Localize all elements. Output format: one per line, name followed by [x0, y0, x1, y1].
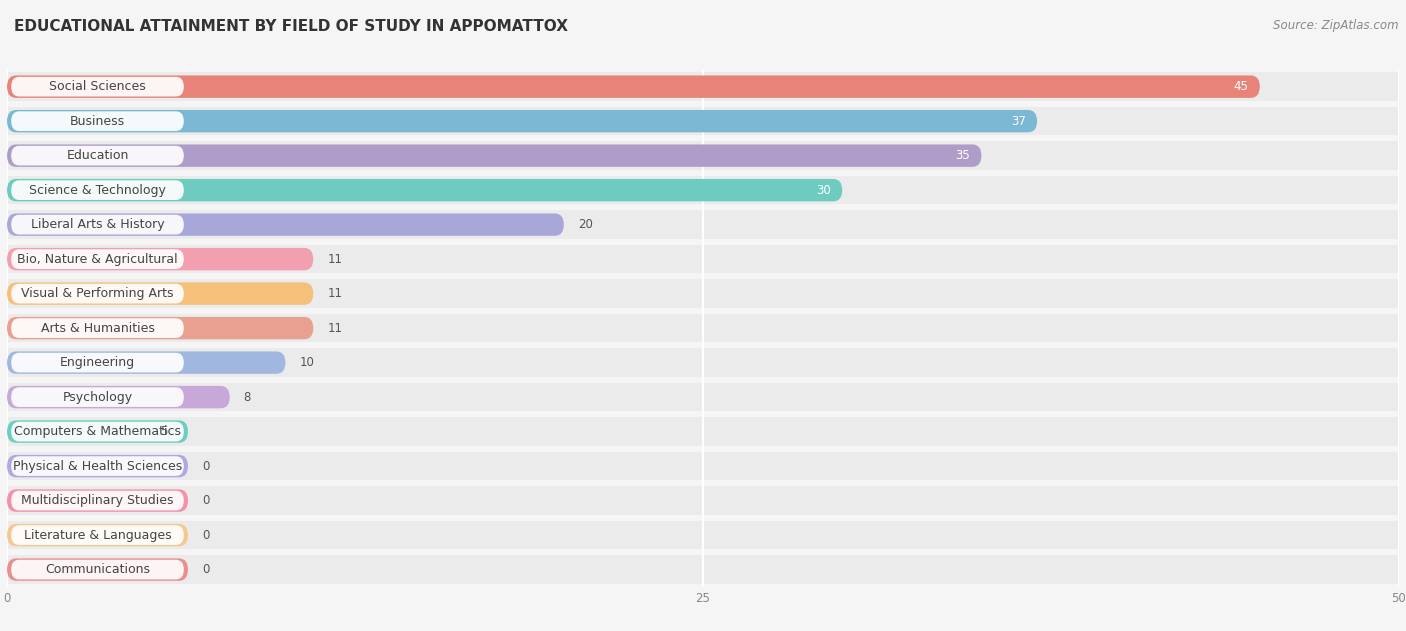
Text: Source: ZipAtlas.com: Source: ZipAtlas.com — [1274, 19, 1399, 32]
Text: Business: Business — [70, 115, 125, 127]
Text: 10: 10 — [299, 356, 314, 369]
FancyBboxPatch shape — [11, 249, 184, 269]
Text: Arts & Humanities: Arts & Humanities — [41, 322, 155, 334]
FancyBboxPatch shape — [11, 422, 184, 442]
Text: 20: 20 — [578, 218, 592, 231]
Text: Communications: Communications — [45, 563, 150, 576]
FancyBboxPatch shape — [7, 351, 285, 374]
FancyBboxPatch shape — [11, 111, 184, 131]
Bar — [7, 176, 1399, 204]
Bar — [7, 383, 1399, 411]
Bar — [7, 210, 1399, 239]
FancyBboxPatch shape — [7, 455, 188, 477]
FancyBboxPatch shape — [7, 386, 229, 408]
FancyBboxPatch shape — [7, 110, 1038, 133]
Text: Visual & Performing Arts: Visual & Performing Arts — [21, 287, 174, 300]
FancyBboxPatch shape — [11, 560, 184, 579]
Text: 0: 0 — [202, 529, 209, 541]
FancyBboxPatch shape — [7, 490, 188, 512]
FancyBboxPatch shape — [7, 179, 842, 201]
Text: Education: Education — [66, 149, 129, 162]
Text: Social Sciences: Social Sciences — [49, 80, 146, 93]
Text: 0: 0 — [202, 563, 209, 576]
FancyBboxPatch shape — [7, 420, 188, 443]
Text: 8: 8 — [243, 391, 252, 404]
Text: Bio, Nature & Agricultural: Bio, Nature & Agricultural — [17, 252, 177, 266]
Bar — [7, 487, 1399, 515]
FancyBboxPatch shape — [7, 283, 314, 305]
FancyBboxPatch shape — [7, 248, 314, 270]
FancyBboxPatch shape — [7, 76, 1260, 98]
FancyBboxPatch shape — [7, 144, 981, 167]
FancyBboxPatch shape — [11, 353, 184, 372]
Text: EDUCATIONAL ATTAINMENT BY FIELD OF STUDY IN APPOMATTOX: EDUCATIONAL ATTAINMENT BY FIELD OF STUDY… — [14, 19, 568, 34]
Bar — [7, 348, 1399, 377]
Bar — [7, 314, 1399, 343]
Text: 11: 11 — [328, 287, 342, 300]
Text: Engineering: Engineering — [60, 356, 135, 369]
FancyBboxPatch shape — [7, 317, 314, 339]
Text: 11: 11 — [328, 322, 342, 334]
Text: 0: 0 — [202, 494, 209, 507]
Text: 0: 0 — [202, 459, 209, 473]
FancyBboxPatch shape — [11, 146, 184, 165]
FancyBboxPatch shape — [7, 213, 564, 236]
FancyBboxPatch shape — [11, 180, 184, 200]
Bar — [7, 555, 1399, 584]
Text: Physical & Health Sciences: Physical & Health Sciences — [13, 459, 183, 473]
Text: Psychology: Psychology — [62, 391, 132, 404]
FancyBboxPatch shape — [11, 215, 184, 235]
Bar — [7, 107, 1399, 136]
FancyBboxPatch shape — [7, 558, 188, 581]
FancyBboxPatch shape — [11, 318, 184, 338]
Bar — [7, 245, 1399, 273]
Text: Computers & Mathematics: Computers & Mathematics — [14, 425, 181, 438]
Text: Science & Technology: Science & Technology — [30, 184, 166, 197]
Text: Literature & Languages: Literature & Languages — [24, 529, 172, 541]
FancyBboxPatch shape — [11, 387, 184, 407]
Bar — [7, 417, 1399, 446]
Text: 35: 35 — [956, 149, 970, 162]
Bar — [7, 73, 1399, 101]
Text: Liberal Arts & History: Liberal Arts & History — [31, 218, 165, 231]
Text: 30: 30 — [817, 184, 831, 197]
FancyBboxPatch shape — [11, 77, 184, 97]
Text: 37: 37 — [1011, 115, 1026, 127]
FancyBboxPatch shape — [7, 524, 188, 546]
Text: 5: 5 — [160, 425, 167, 438]
FancyBboxPatch shape — [11, 491, 184, 510]
Text: 45: 45 — [1234, 80, 1249, 93]
Text: 11: 11 — [328, 252, 342, 266]
FancyBboxPatch shape — [11, 525, 184, 545]
Text: Multidisciplinary Studies: Multidisciplinary Studies — [21, 494, 174, 507]
Bar — [7, 452, 1399, 480]
Bar — [7, 141, 1399, 170]
FancyBboxPatch shape — [11, 456, 184, 476]
Bar — [7, 280, 1399, 308]
Bar — [7, 521, 1399, 550]
FancyBboxPatch shape — [11, 284, 184, 304]
